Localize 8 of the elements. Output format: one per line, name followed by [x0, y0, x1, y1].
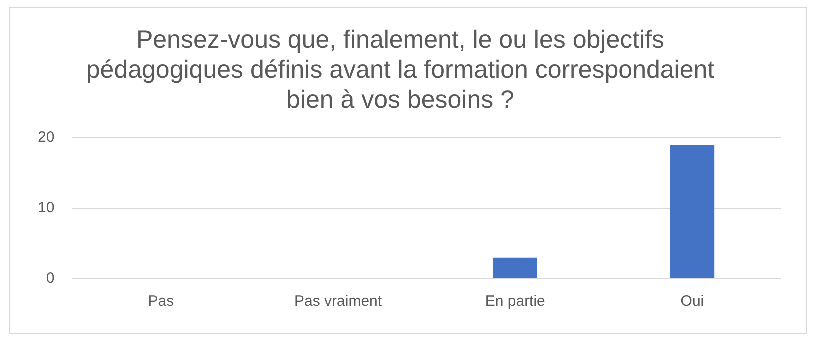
y-tick-label: 20	[38, 129, 55, 146]
x-tick-label: Oui	[680, 293, 704, 310]
x-tick-label: En partie	[485, 293, 546, 310]
x-tick-label: Pas	[148, 293, 174, 310]
y-tick-label: 0	[46, 270, 55, 288]
x-tick-label: Pas vraiment	[294, 293, 383, 310]
y-tick-label: 10	[38, 200, 55, 217]
chart-title: Pensez-vous que, finalement, le ou les objectifs pédagogiques définis avant la formation correspondaient bien à vos besoins ?	[86, 26, 715, 114]
